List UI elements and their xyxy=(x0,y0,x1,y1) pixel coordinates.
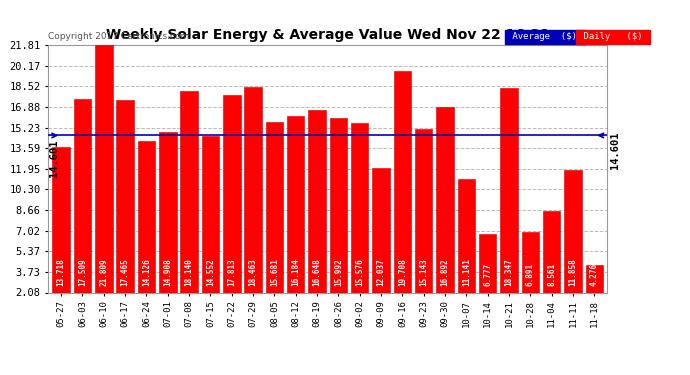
Text: Copyright 2017 Cartronics.com: Copyright 2017 Cartronics.com xyxy=(48,32,190,41)
Text: 15.143: 15.143 xyxy=(420,258,428,286)
Bar xyxy=(117,99,134,292)
Text: 15.681: 15.681 xyxy=(270,258,279,286)
Bar xyxy=(74,99,91,292)
Bar xyxy=(500,88,518,292)
Text: 17.509: 17.509 xyxy=(78,258,87,286)
Bar xyxy=(564,170,582,292)
Text: 18.140: 18.140 xyxy=(185,258,194,286)
Bar xyxy=(330,118,347,292)
Bar xyxy=(373,168,390,292)
Bar xyxy=(543,211,560,292)
Bar xyxy=(415,129,433,292)
Bar xyxy=(586,265,603,292)
Bar xyxy=(436,107,454,292)
Text: 6.891: 6.891 xyxy=(526,263,535,286)
Text: 14.601: 14.601 xyxy=(49,139,59,177)
Text: 14.126: 14.126 xyxy=(142,258,151,286)
Text: 16.892: 16.892 xyxy=(441,258,450,286)
Bar xyxy=(351,123,368,292)
Bar xyxy=(95,45,112,292)
Bar xyxy=(308,110,326,292)
Text: Average  ($): Average ($) xyxy=(507,32,582,41)
Text: 11.141: 11.141 xyxy=(462,258,471,286)
Bar xyxy=(522,232,539,292)
Title: Weekly Solar Energy & Average Value Wed Nov 22 16:21: Weekly Solar Energy & Average Value Wed … xyxy=(106,28,550,42)
Text: 13.718: 13.718 xyxy=(57,258,66,286)
Bar xyxy=(201,136,219,292)
Bar xyxy=(457,179,475,292)
Text: 15.576: 15.576 xyxy=(355,258,364,286)
Text: 18.347: 18.347 xyxy=(504,258,513,286)
Bar xyxy=(180,91,198,292)
Text: 6.777: 6.777 xyxy=(483,263,492,286)
Text: 16.184: 16.184 xyxy=(291,258,300,286)
Bar xyxy=(394,71,411,292)
Bar xyxy=(138,141,155,292)
Text: 19.708: 19.708 xyxy=(398,258,407,286)
Text: 14.908: 14.908 xyxy=(164,258,172,286)
Text: 8.561: 8.561 xyxy=(547,263,556,286)
Bar xyxy=(244,87,262,292)
Text: 21.809: 21.809 xyxy=(99,258,108,286)
Bar xyxy=(223,95,241,292)
Bar xyxy=(266,122,283,292)
Text: 11.858: 11.858 xyxy=(569,258,578,286)
Text: 17.813: 17.813 xyxy=(227,258,236,286)
Text: Daily   ($): Daily ($) xyxy=(578,32,648,41)
Text: 14.552: 14.552 xyxy=(206,258,215,286)
Text: 15.992: 15.992 xyxy=(334,258,343,286)
Bar xyxy=(287,116,304,292)
Bar xyxy=(479,234,497,292)
Text: 17.465: 17.465 xyxy=(121,258,130,286)
Text: 12.037: 12.037 xyxy=(377,258,386,286)
Text: 4.276: 4.276 xyxy=(590,263,599,286)
Bar xyxy=(52,147,70,292)
Text: 16.648: 16.648 xyxy=(313,258,322,286)
Bar xyxy=(159,132,177,292)
Text: 18.463: 18.463 xyxy=(248,258,257,286)
